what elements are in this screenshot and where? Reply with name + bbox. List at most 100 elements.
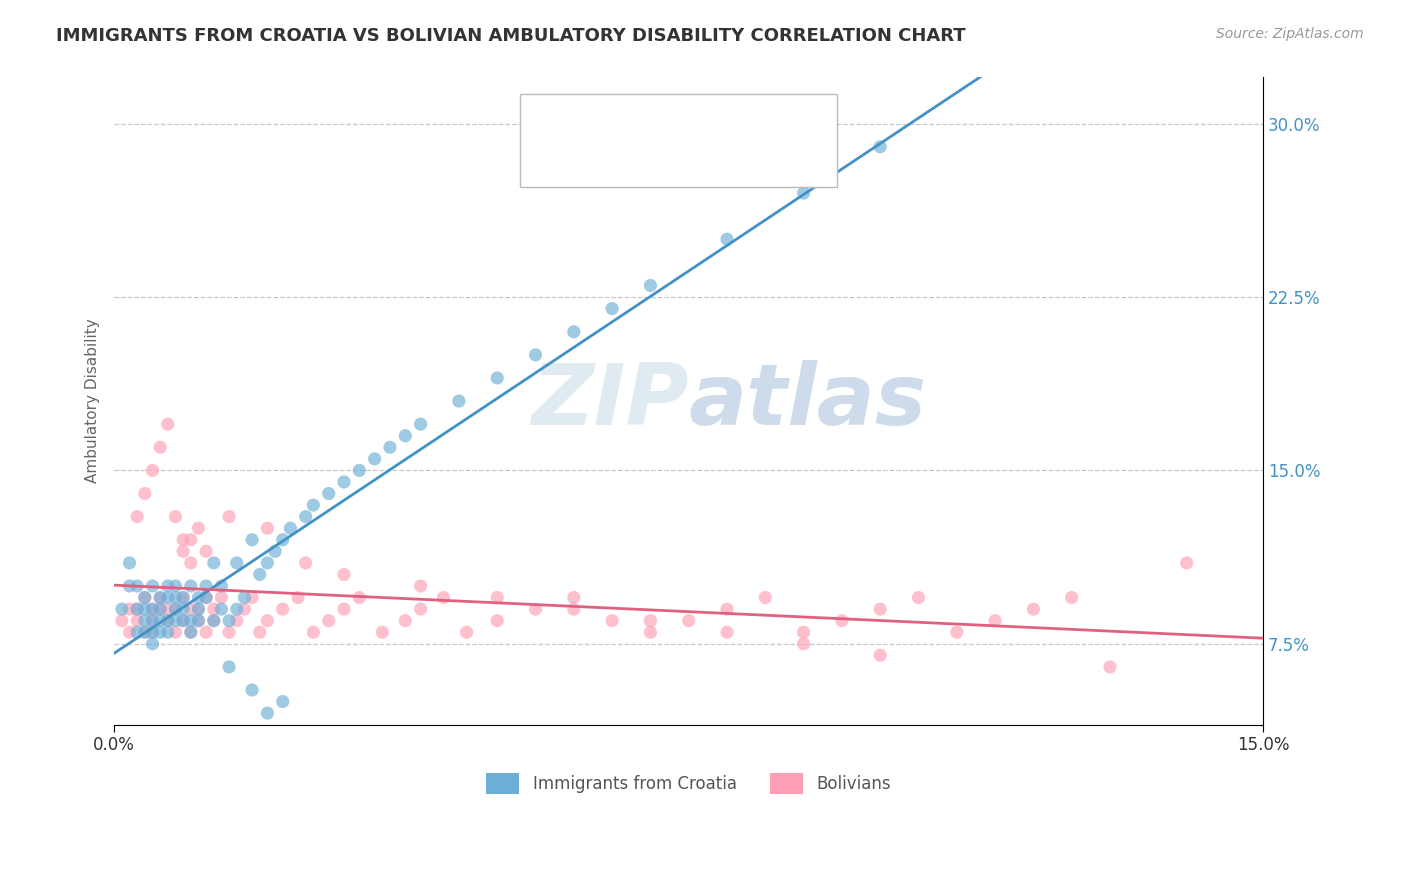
Point [640,625,662,640]
Point [409,602,432,616]
Point [195,591,218,605]
Point [394,614,416,628]
Text: IMMIGRANTS FROM CROATIA VS BOLIVIAN AMBULATORY DISABILITY CORRELATION CHART: IMMIGRANTS FROM CROATIA VS BOLIVIAN AMBU… [56,27,966,45]
Point [716,602,738,616]
Point [256,614,278,628]
Point [180,556,202,570]
Point [156,625,179,640]
Point [127,509,149,524]
Point [264,544,287,558]
Point [180,614,202,628]
Point [141,625,163,640]
Point [1098,660,1121,674]
Point [378,440,401,454]
Point [202,614,225,628]
Point [371,625,394,640]
Point [180,579,202,593]
Point [127,602,149,616]
Text: N =: N = [683,110,720,128]
Text: atlas: atlas [689,359,927,442]
Point [640,614,662,628]
Point [946,625,969,640]
Point [187,591,209,605]
Point [209,602,232,616]
Point [869,648,891,663]
Point [156,614,179,628]
Point [409,579,432,593]
Point [134,486,156,500]
Point [202,614,225,628]
Point [218,625,240,640]
Point [134,614,156,628]
Point [302,625,325,640]
Point [294,556,316,570]
Point [869,140,891,154]
Point [793,625,815,640]
Point [333,567,356,582]
Point [318,486,340,500]
Point [149,602,172,616]
Point [716,232,738,246]
Point [793,186,815,200]
Point [218,509,240,524]
Point [318,614,340,628]
Legend: Immigrants from Croatia, Bolivians: Immigrants from Croatia, Bolivians [479,767,898,800]
Point [195,544,218,558]
Point [1060,591,1083,605]
Point [240,683,263,698]
Point [333,475,356,489]
Point [524,348,547,362]
Point [225,556,247,570]
Point [156,417,179,432]
Point [141,614,163,628]
Point [249,567,271,582]
Point [409,417,432,432]
Point [149,440,172,454]
Point [180,625,202,640]
Point [562,602,585,616]
Point [149,625,172,640]
Point [240,591,263,605]
Point [165,602,187,616]
Point [754,591,776,605]
Text: 0.593: 0.593 [610,110,662,128]
Point [202,602,225,616]
Point [156,591,179,605]
Point [172,591,194,605]
Point [486,371,509,385]
Point [233,602,256,616]
Point [165,579,187,593]
Point [172,602,194,616]
Text: 85: 85 [723,149,745,167]
Point [134,591,156,605]
Point [831,614,853,628]
Point [149,591,172,605]
Point [134,625,156,640]
Point [240,533,263,547]
Point [218,660,240,674]
Point [640,278,662,293]
Point [127,625,149,640]
Point [187,614,209,628]
Point [141,614,163,628]
Point [118,625,141,640]
Point [562,591,585,605]
Point [172,614,194,628]
Text: R =: R = [568,149,605,167]
Point [202,556,225,570]
Point [127,614,149,628]
Point [363,451,385,466]
Point [156,579,179,593]
Point [187,614,209,628]
Point [195,625,218,640]
Point [349,591,371,605]
Point [165,591,187,605]
Point [1175,556,1198,570]
Text: 74: 74 [723,110,747,128]
Point [141,625,163,640]
Point [172,614,194,628]
Point [127,602,149,616]
Point [869,602,891,616]
Point [394,428,416,442]
Point [134,625,156,640]
